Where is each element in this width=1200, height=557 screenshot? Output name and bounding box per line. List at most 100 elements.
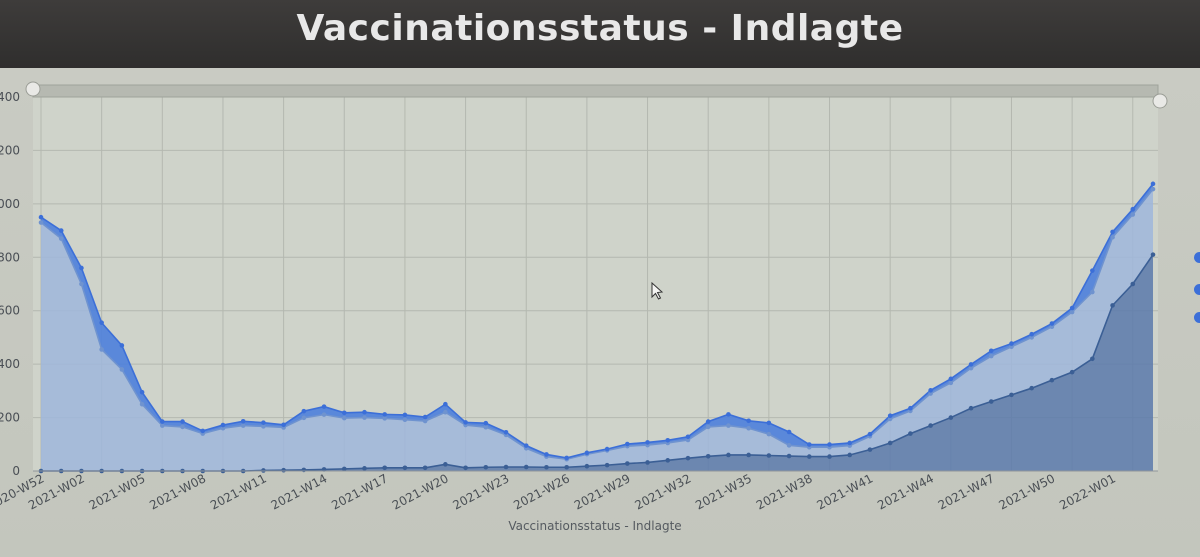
series-1-point-55	[1150, 252, 1156, 257]
series-3-point-19	[422, 414, 428, 420]
series-1-point-41	[867, 447, 873, 452]
series-3-point-15	[341, 410, 347, 416]
series-1-point-11	[261, 468, 266, 473]
series-3-point-35	[746, 418, 751, 424]
series-area-2	[41, 189, 1153, 471]
series-1-point-37	[786, 453, 792, 459]
series-1-point-17	[382, 465, 388, 471]
y-tick-label-5: 1000	[0, 197, 20, 211]
series-2-point-0	[38, 220, 44, 225]
x-tick-label-13: 2021-W38	[754, 471, 815, 512]
series-3-point-17	[382, 412, 388, 417]
series-1-point-53	[1110, 303, 1115, 308]
series-3-point-34	[726, 412, 731, 417]
series-2-point-55	[1150, 186, 1156, 192]
series-2-point-5	[139, 401, 145, 407]
series-3-point-49	[1029, 331, 1034, 337]
series-3-point-52	[1090, 268, 1095, 273]
series-2-point-11	[261, 424, 266, 429]
series-3-point-32	[685, 434, 691, 440]
series-1-point-47	[988, 399, 994, 404]
series-1-point-31	[665, 458, 671, 463]
series-3-point-44	[928, 388, 933, 393]
series-2-point-6	[160, 423, 165, 428]
series-3-point-46	[968, 362, 974, 367]
series-3-point-24	[523, 443, 529, 448]
x-tick-label-10: 2021-W29	[572, 471, 633, 512]
series-3-point-26	[564, 455, 569, 461]
series-2-point-42	[887, 416, 893, 422]
chart-title: Vaccinationsstatus - Indlagte	[296, 8, 904, 49]
series-1-point-24	[523, 464, 529, 470]
series-3-point-18	[402, 412, 408, 418]
series-1-point-21	[463, 465, 468, 471]
series-1-point-35	[746, 452, 751, 458]
series-1-point-45	[948, 415, 954, 420]
series-line-2	[40, 188, 1154, 461]
series-1-point-27	[584, 463, 590, 469]
series-2-point-34	[726, 423, 731, 428]
series-1-point-39	[827, 454, 832, 459]
x-tick-label-6: 2021-W17	[329, 471, 390, 512]
series-3-point-23	[503, 429, 509, 435]
title-bar: Vaccinationsstatus - Indlagte	[0, 0, 1200, 68]
series-3-point-54	[1130, 206, 1136, 212]
series-3-point-33	[705, 419, 711, 424]
series-1-point-42	[887, 440, 893, 446]
series-3-point-21	[463, 420, 468, 425]
series-1-point-34	[726, 452, 731, 458]
series-1-point-20	[443, 462, 448, 467]
series-3-point-20	[443, 401, 448, 407]
series-2-point-37	[786, 443, 792, 448]
series-3-point-2	[79, 265, 84, 271]
range-navigator[interactable]	[32, 84, 1159, 98]
series-1-point-48	[1009, 392, 1014, 398]
series-3-point-27	[584, 450, 590, 456]
series-1-point-36	[766, 453, 772, 458]
series-2-point-7	[180, 424, 185, 430]
range-handle-right[interactable]	[1152, 93, 1168, 109]
series-3-point-30	[645, 440, 650, 445]
legend-dot-2[interactable]	[1194, 284, 1200, 295]
range-handle-left[interactable]	[25, 81, 41, 97]
series-3-point-48	[1009, 341, 1014, 346]
x-tick-label-12: 2021-W35	[693, 471, 754, 512]
x-tick-label-15: 2021-W44	[875, 471, 936, 512]
x-tick-label-2: 2021-W05	[87, 471, 148, 512]
series-1-point-43	[908, 431, 913, 436]
series-3-point-8	[200, 428, 206, 434]
series-2-point-35	[746, 425, 751, 431]
series-3-point-36	[766, 420, 772, 426]
x-tick-label-4: 2021-W11	[208, 471, 269, 512]
series-3-point-41	[867, 431, 873, 437]
y-tick-label-1: 200	[0, 411, 20, 425]
series-1-point-30	[645, 460, 650, 465]
series-1-point-40	[847, 452, 853, 458]
legend-dot-1[interactable]	[1194, 252, 1200, 263]
series-3-point-55	[1150, 181, 1156, 187]
series-3-point-25	[544, 452, 549, 457]
series-2-point-9	[220, 425, 226, 431]
series-3-point-5	[139, 389, 145, 395]
y-tick-label-4: 800	[0, 250, 20, 264]
series-3-point-51	[1069, 305, 1075, 311]
series-2-point-33	[705, 424, 711, 430]
series-1-point-26	[564, 464, 569, 470]
series-2-point-10	[240, 423, 246, 428]
series-3-point-1	[58, 228, 64, 233]
legend-dot-3[interactable]	[1194, 312, 1200, 323]
series-3-point-29	[625, 441, 630, 447]
series-3-point-47	[988, 348, 994, 354]
series-1-point-12	[281, 467, 286, 473]
series-2-point-1	[58, 236, 64, 241]
series-3-point-10	[240, 419, 246, 424]
series-2-point-36	[766, 431, 772, 437]
series-3-point-9	[220, 422, 226, 428]
series-2-point-44	[928, 391, 933, 396]
y-tick-label-0: 0	[12, 464, 20, 478]
x-tick-label-11: 2021-W32	[632, 471, 693, 512]
series-1-point-19	[422, 465, 428, 471]
series-3-point-45	[948, 376, 954, 382]
series-3-point-42	[887, 413, 893, 419]
